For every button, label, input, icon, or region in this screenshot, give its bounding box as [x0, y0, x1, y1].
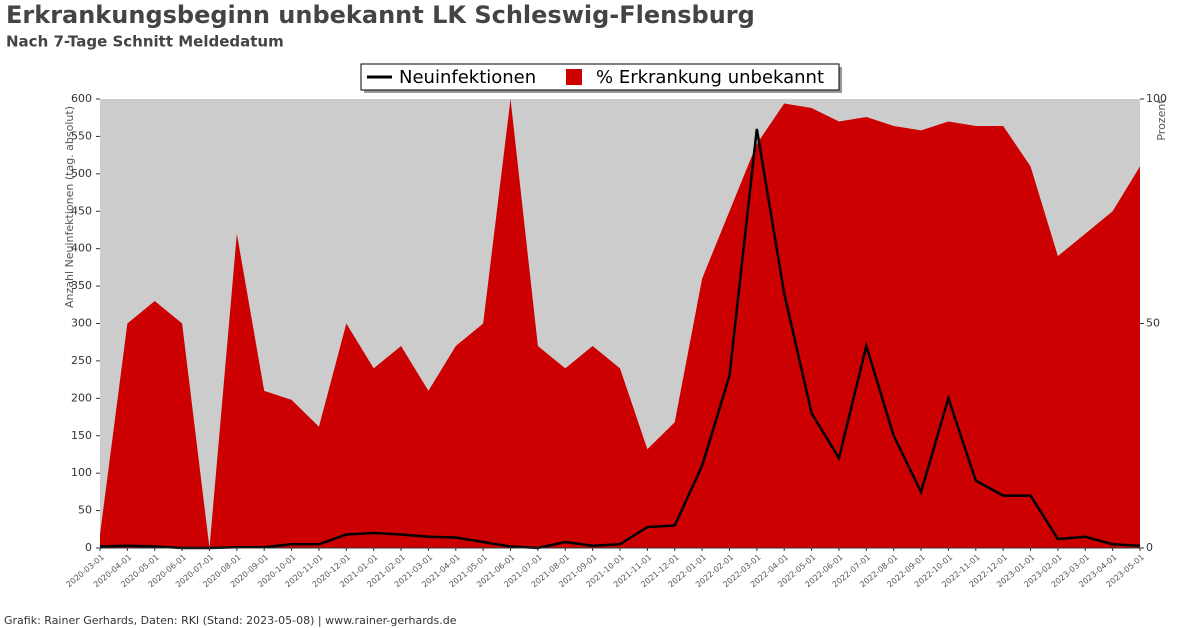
y2-tick-label: 0 — [1146, 541, 1153, 554]
y-tick-label: 300 — [71, 317, 92, 330]
legend-label: Neuinfektionen — [399, 67, 536, 88]
y-tick-label: 600 — [71, 92, 92, 105]
legend-box — [360, 63, 840, 91]
y-tick-label: 200 — [71, 391, 92, 404]
area — [100, 99, 1140, 548]
footer: Grafik: Rainer Gerhards, Daten: RKI (Sta… — [4, 614, 457, 627]
y-tick-label: 550 — [71, 129, 92, 142]
chart-title: Erkrankungsbeginn unbekannt LK Schleswig… — [6, 1, 755, 29]
y-axis-label: Anzahl Neuinfektionen (tag. absolut) — [63, 106, 76, 308]
y2-axis-label: Prozent — [1155, 99, 1168, 141]
y-tick-label: 400 — [71, 242, 92, 255]
y2-tick-label: 50 — [1146, 317, 1160, 330]
y-tick-label: 50 — [78, 504, 92, 517]
legend: Neuinfektionen % Erkrankung unbekannt — [360, 63, 842, 93]
y-tick-label: 100 — [71, 466, 92, 479]
y-tick-label: 350 — [71, 279, 92, 292]
y2-tick-label: 100 — [1146, 92, 1167, 105]
legend-swatch — [566, 69, 582, 85]
y-tick-label: 500 — [71, 167, 92, 180]
line — [99, 128, 1141, 550]
y-tick-label: 250 — [71, 354, 92, 367]
legend-label: % Erkrankung unbekannt — [596, 67, 824, 88]
y-tick-label: 150 — [71, 429, 92, 442]
y-tick-label: 0 — [85, 541, 92, 554]
y-tick-label: 450 — [71, 204, 92, 217]
chart-subtitle: Nach 7-Tage Schnitt Meldedatum — [6, 33, 284, 51]
